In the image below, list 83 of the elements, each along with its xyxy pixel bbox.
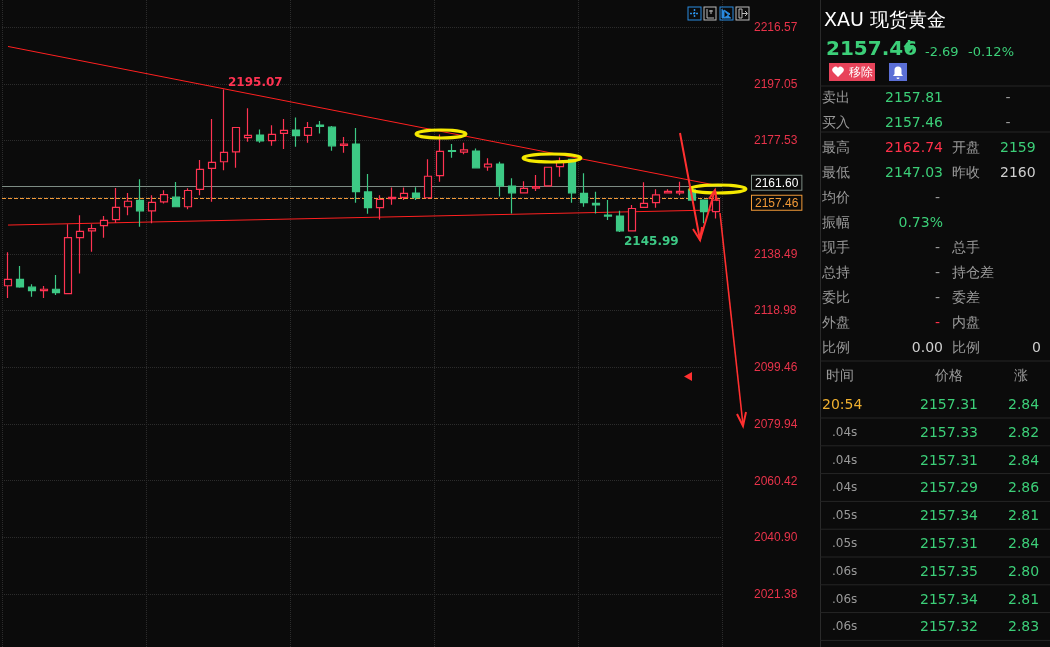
text: 2159 [1000,139,1036,155]
text: 2.81 [1008,590,1040,607]
text: - [934,239,940,255]
text: .04s [832,452,858,467]
text: 移除 [849,65,873,79]
text: -0.12% [968,43,1014,59]
text: 2157.32 [920,618,978,635]
text: 0 [1032,339,1041,355]
text: .05s [832,508,858,523]
y-tick-label: 2197.05 [754,76,798,91]
text: .05s [832,536,858,550]
y-tick-label: 2216.57 [754,20,798,35]
text: - [1005,89,1011,105]
text: 比例 [822,339,850,355]
text: 现手 [822,239,850,255]
annotation: 2145.99 [624,234,679,249]
text: - [934,189,940,205]
text: 2.86 [1008,479,1040,496]
text: 开盘 [952,139,980,155]
text: 总手 [951,239,980,255]
ref-line-label: 2157.46 [755,195,799,210]
y-tick-label: 2138.49 [754,246,798,261]
y-tick-label: 2021.38 [754,586,798,601]
text: 最高 [822,139,850,155]
text: 卖出 [822,89,850,105]
text: 2.81 [1008,507,1040,524]
text: - [934,289,940,305]
text: 2160 [1000,164,1036,180]
text: 2157.31 [920,451,978,468]
y-tick-label: 2079.94 [754,416,798,431]
text: 比例 [952,339,980,355]
text: 2157.29 [920,479,978,496]
text: 2157.31 [920,535,978,551]
y-tick-label: 2060.42 [754,473,798,488]
text: 持仓差 [952,264,994,280]
text: 0.73% [898,214,943,230]
text: 2.84 [1008,396,1040,412]
text: .06s [832,591,858,606]
text: 昨收 [952,164,980,180]
text: 2157.31 [920,396,978,412]
text: .04s [832,480,858,495]
text: 振幅 [822,214,850,230]
text: 2147.03 [885,164,943,180]
text: 内盘 [952,314,980,330]
text: 20:54 [822,396,863,412]
text: -2.69 [925,43,959,59]
text: 买入 [822,114,850,130]
text: 总持 [821,264,850,280]
ref-line-label: 2161.60 [755,175,799,190]
text: 0.00 [911,339,943,355]
text: XAU 现货黄金 [824,8,946,30]
text: 外盘 [822,314,850,330]
text: 最低 [822,164,850,180]
y-tick-label: 2118.98 [754,303,797,318]
text: 2157.46 [826,36,918,60]
text: 时间 [826,367,854,383]
text: 2157.34 [920,507,979,524]
text: 涨 [1014,367,1028,383]
text: .06s [832,563,858,578]
annotation: 2195.07 [228,74,283,89]
text: 2.80 [1008,562,1040,579]
text: 2157.34 [920,590,979,607]
text: 2157.35 [920,562,978,579]
text: 价格 [934,367,963,383]
text: 2162.74 [885,139,944,155]
text: 2157.81 [885,89,943,105]
text: 2157.33 [920,423,978,440]
text: - [934,314,940,330]
text: - [1005,114,1011,130]
y-tick-label: 2177.53 [754,133,798,148]
text: 委比 [822,289,850,305]
text: 2.84 [1008,535,1040,551]
text: 委差 [952,289,980,305]
text: - [934,264,940,280]
y-tick-label: 2040.90 [754,530,798,545]
text: 2.83 [1008,618,1040,635]
text: 2157.46 [885,114,944,130]
text: 均价 [821,189,850,205]
text: .06s [832,619,858,634]
text: .04s [832,424,858,439]
text: 2.82 [1008,423,1040,440]
text: 2.84 [1008,451,1040,468]
y-tick-label: 2099.46 [754,360,798,375]
